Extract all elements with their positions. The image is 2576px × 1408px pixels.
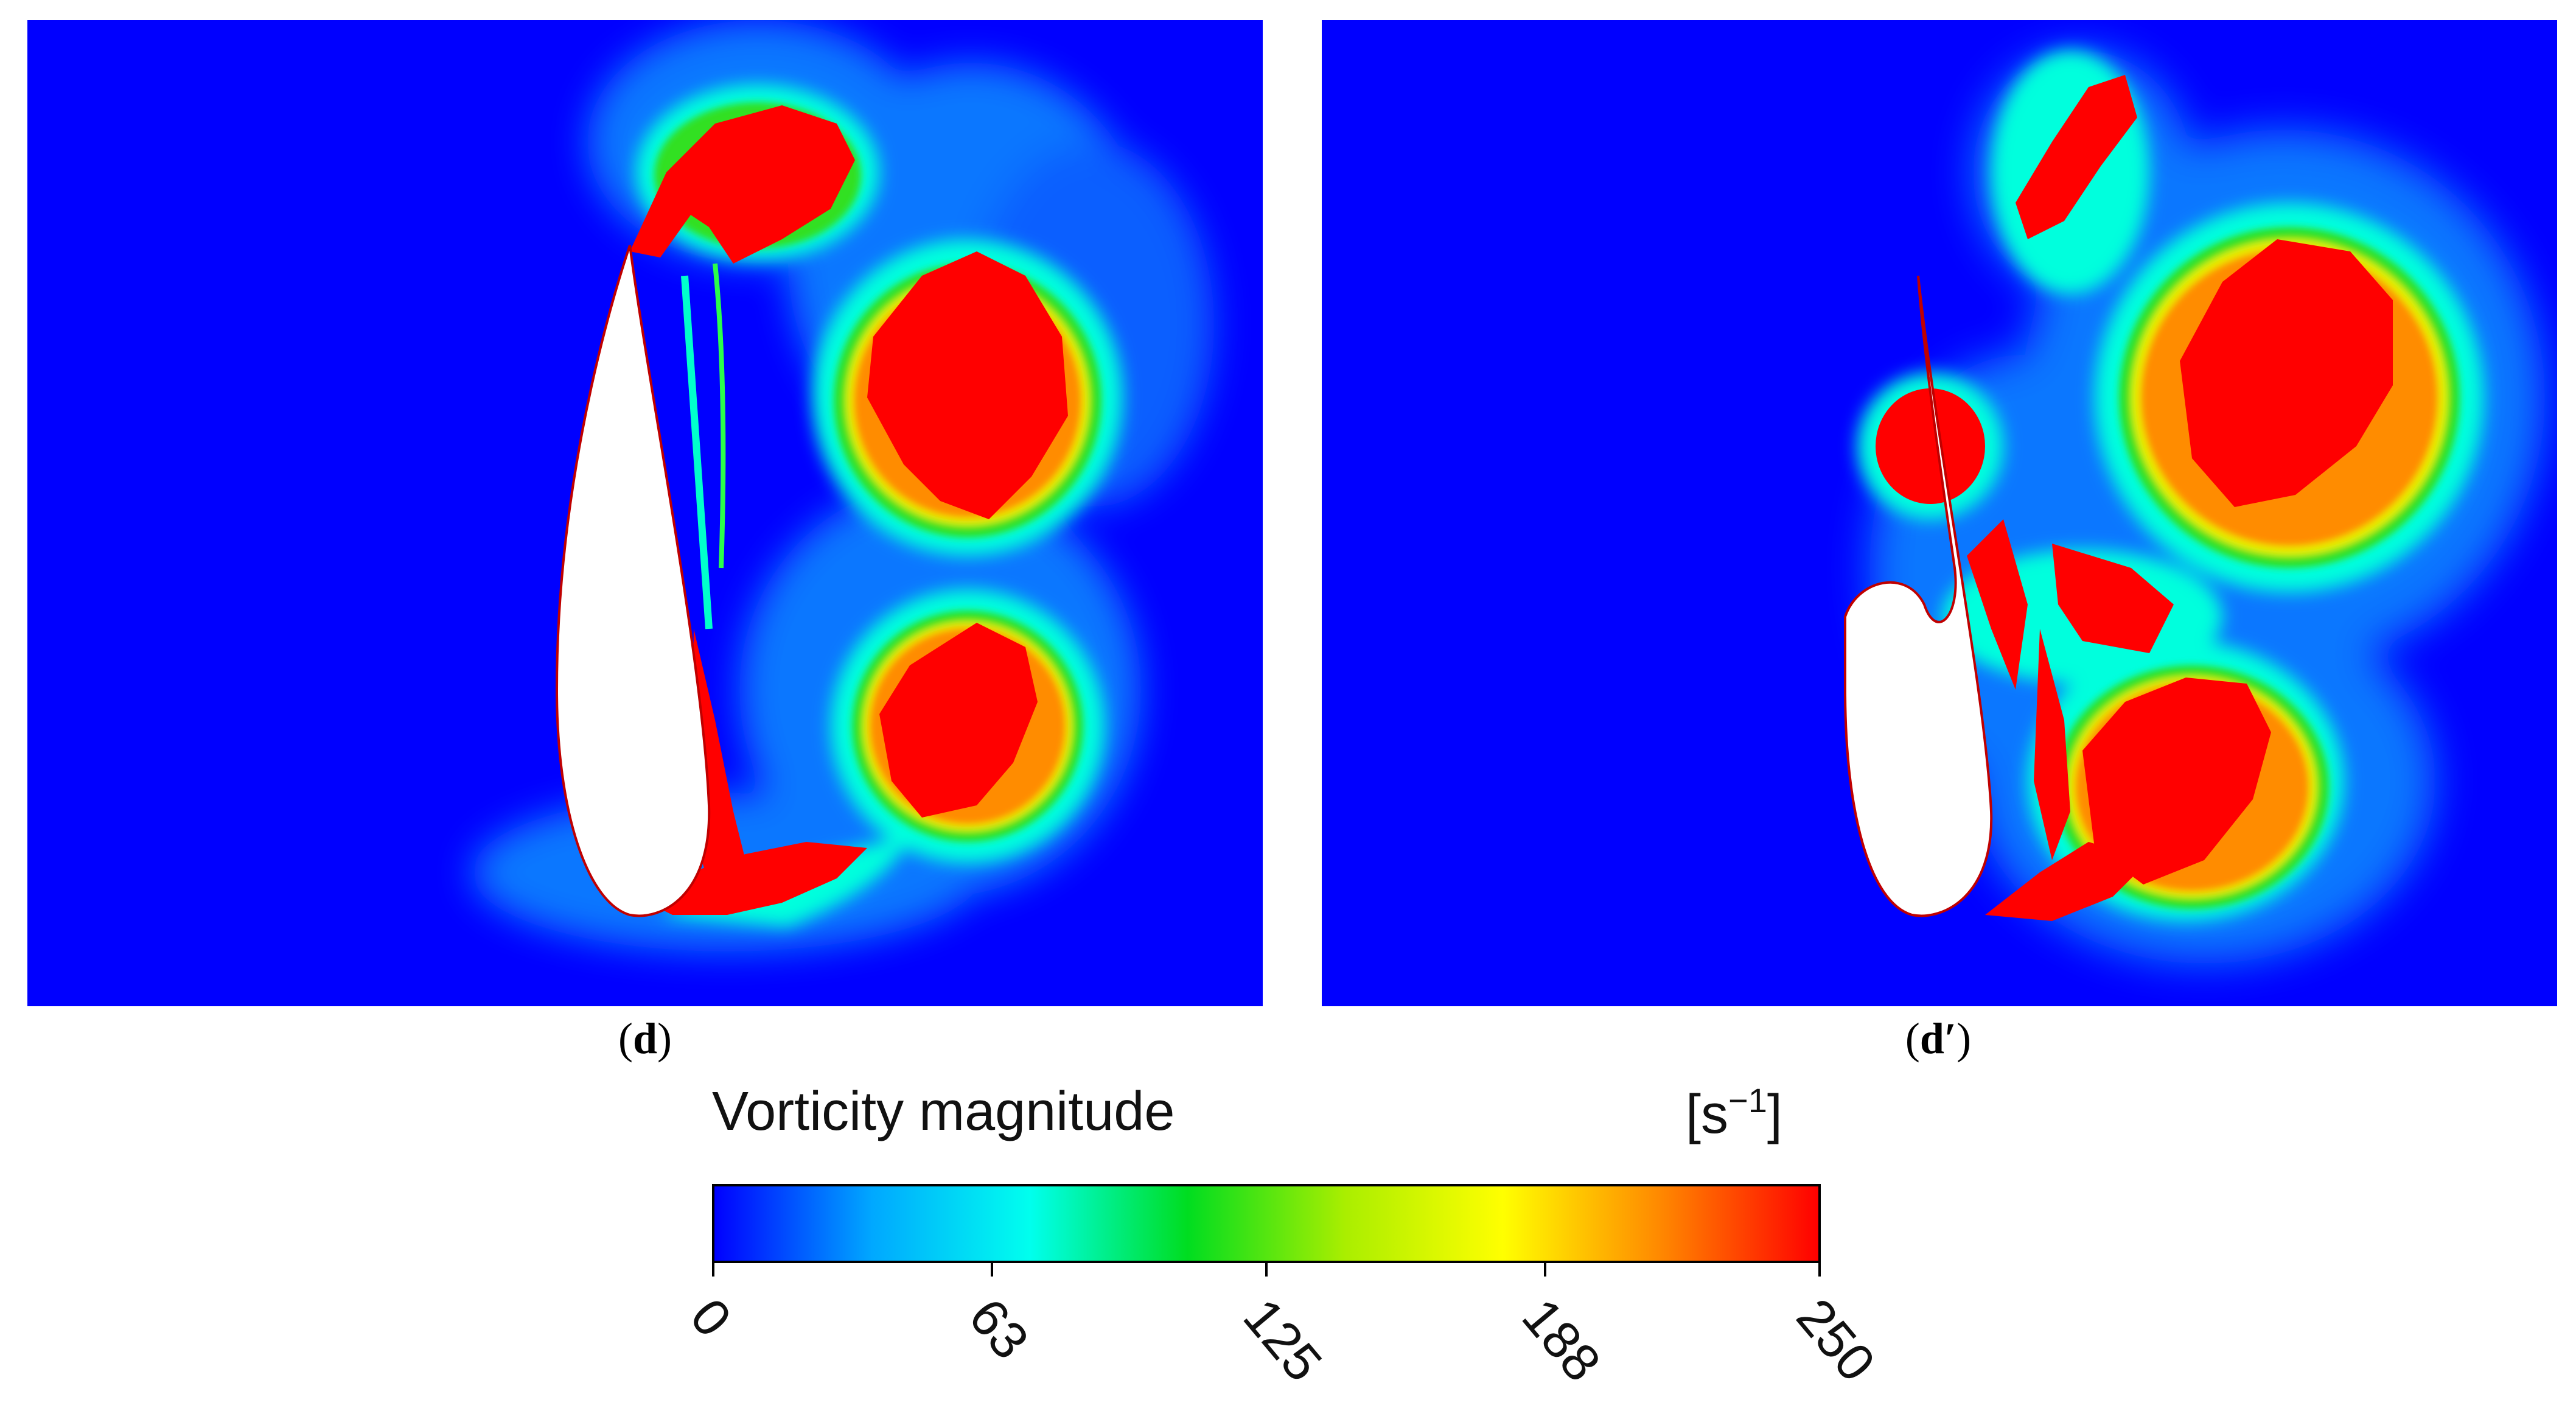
colorbar-tick: [712, 1263, 714, 1277]
units-base: [s: [1686, 1084, 1729, 1145]
colorbar-tick: [991, 1263, 994, 1277]
colorbar-tick-label: 125: [1232, 1287, 1333, 1393]
vorticity-field-d: [27, 20, 1263, 1006]
colorbar-tick-label: 250: [1785, 1287, 1887, 1393]
colorbar-tick: [1544, 1263, 1547, 1277]
colorbar-tick-label: 63: [957, 1287, 1040, 1370]
colorbar-tick: [1265, 1263, 1268, 1277]
panel-label-d: (d): [618, 1014, 672, 1063]
vorticity-field-d-prime: [1322, 20, 2557, 1006]
colorbar-tick-label: 188: [1510, 1287, 1612, 1393]
colorbar-tick: [1818, 1263, 1821, 1277]
colorbar-gradient: [712, 1184, 1821, 1263]
panel-label-d-prime: (d′): [1905, 1014, 1972, 1063]
units-close: ]: [1767, 1084, 1782, 1145]
units-exponent: −1: [1728, 1081, 1767, 1119]
vorticity-plot-d: [27, 20, 1263, 1006]
colorbar-tick-label: 0: [679, 1287, 742, 1348]
colorbar-title: Vorticity magnitude: [712, 1081, 1175, 1142]
colorbar-units: [s−1]: [1686, 1081, 1782, 1146]
vorticity-plot-d-prime: [1322, 20, 2557, 1006]
